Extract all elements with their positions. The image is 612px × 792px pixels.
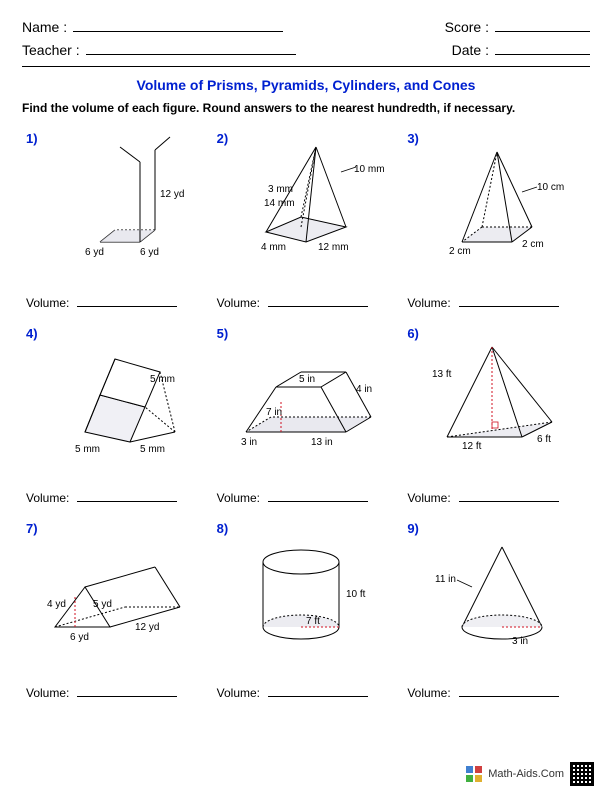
volume-label: Volume:	[217, 296, 260, 310]
volume-label: Volume:	[407, 686, 450, 700]
instruction: Find the volume of each figure. Round an…	[22, 101, 590, 115]
question-number: 8)	[217, 521, 229, 536]
figure-cone: 3 in 11 in	[427, 532, 567, 652]
answer-field[interactable]	[268, 295, 368, 307]
date-field[interactable]	[495, 41, 590, 55]
svg-text:7 ft: 7 ft	[306, 616, 320, 627]
problem-7: 7) 4 yd 6 yd 5 yd 12 yd Volume:	[22, 519, 209, 704]
svg-text:12 ft: 12 ft	[462, 441, 482, 452]
svg-text:4 in: 4 in	[356, 384, 372, 395]
figure-cylinder: 7 ft 10 ft	[236, 532, 376, 652]
question-number: 9)	[407, 521, 419, 536]
question-number: 2)	[217, 131, 229, 146]
footer: Math-Aids.Com	[466, 762, 594, 786]
svg-text:3 in: 3 in	[512, 636, 528, 647]
svg-text:7 in: 7 in	[266, 407, 282, 418]
svg-text:2 cm: 2 cm	[449, 246, 471, 257]
footer-site: Math-Aids.Com	[488, 768, 564, 780]
answer-field[interactable]	[459, 490, 559, 502]
volume-label: Volume:	[217, 686, 260, 700]
answer-field[interactable]	[77, 490, 177, 502]
question-number: 6)	[407, 326, 419, 341]
answer-field[interactable]	[459, 685, 559, 697]
volume-label: Volume:	[217, 491, 260, 505]
problem-3: 3) 2 cm 2 cm 10 cm Vol	[403, 129, 590, 314]
problem-5: 5) 3 in 7 in	[213, 324, 400, 509]
figure-pyramid: 12 ft 6 ft 13 ft	[422, 337, 572, 457]
volume-label: Volume:	[407, 296, 450, 310]
volume-label: Volume:	[26, 686, 69, 700]
problem-6: 6) 12 ft 6 ft 13 ft Volume:	[403, 324, 590, 509]
problem-9: 9) 3 in 11 in Volume:	[403, 519, 590, 704]
svg-text:6 yd: 6 yd	[85, 247, 104, 258]
question-number: 4)	[26, 326, 38, 341]
problem-4: 4) 5 mm 5 mm 5 mm Volume:	[22, 324, 209, 509]
svg-text:4 mm: 4 mm	[261, 242, 286, 253]
problem-2: 2) 3 mm 14 mm 4 mm 12 mm 10 mm Volu	[213, 129, 400, 314]
problem-1: 1) 6 yd 6 yd 12 yd Volume:	[22, 129, 209, 314]
volume-label: Volume:	[407, 491, 450, 505]
svg-text:5 yd: 5 yd	[93, 599, 112, 610]
svg-text:10 mm: 10 mm	[354, 164, 385, 175]
svg-text:12 yd: 12 yd	[160, 189, 184, 200]
figure-cube: 5 mm 5 mm 5 mm	[45, 337, 185, 457]
svg-text:6 yd: 6 yd	[70, 632, 89, 643]
svg-text:3 mm: 3 mm	[268, 184, 293, 195]
date-label: Date :	[452, 42, 489, 58]
svg-text:10 ft: 10 ft	[346, 589, 366, 600]
answer-field[interactable]	[268, 490, 368, 502]
svg-text:5 in: 5 in	[299, 374, 315, 385]
answer-field[interactable]	[77, 295, 177, 307]
svg-text:6 yd: 6 yd	[140, 247, 159, 258]
figure-pyramid: 3 mm 14 mm 4 mm 12 mm 10 mm	[226, 142, 386, 262]
svg-text:5 mm: 5 mm	[150, 374, 175, 385]
qr-icon	[570, 762, 594, 786]
svg-text:2 cm: 2 cm	[522, 239, 544, 250]
svg-text:13 in: 13 in	[311, 437, 333, 448]
svg-text:4 yd: 4 yd	[47, 599, 66, 610]
svg-text:12 yd: 12 yd	[135, 622, 159, 633]
score-field[interactable]	[495, 18, 590, 32]
figure-tri-prism: 4 yd 6 yd 5 yd 12 yd	[35, 532, 195, 652]
teacher-field[interactable]	[86, 41, 296, 55]
question-number: 7)	[26, 521, 38, 536]
name-label: Name :	[22, 19, 67, 35]
teacher-label: Teacher :	[22, 42, 80, 58]
header-divider	[22, 66, 590, 67]
svg-text:13 ft: 13 ft	[432, 369, 452, 380]
figure-prism: 6 yd 6 yd 12 yd	[45, 142, 185, 262]
svg-text:5 mm: 5 mm	[75, 444, 100, 455]
svg-text:5 mm: 5 mm	[140, 444, 165, 455]
volume-label: Volume:	[26, 491, 69, 505]
figure-trap-prism: 3 in 7 in 13 in 5 in 4 in	[221, 337, 391, 457]
svg-text:3 in: 3 in	[241, 437, 257, 448]
score-label: Score :	[445, 19, 489, 35]
figure-pyramid: 2 cm 2 cm 10 cm	[427, 142, 567, 262]
svg-text:6 ft: 6 ft	[537, 434, 551, 445]
svg-text:14 mm: 14 mm	[264, 198, 295, 209]
problem-8: 8) 7 ft 10 ft Volume:	[213, 519, 400, 704]
volume-label: Volume:	[26, 296, 69, 310]
answer-field[interactable]	[77, 685, 177, 697]
logo-icon	[466, 766, 482, 782]
question-number: 1)	[26, 131, 38, 146]
answer-field[interactable]	[459, 295, 559, 307]
question-number: 5)	[217, 326, 229, 341]
svg-text:12 mm: 12 mm	[318, 242, 349, 253]
svg-text:10 cm: 10 cm	[537, 182, 564, 193]
answer-field[interactable]	[268, 685, 368, 697]
worksheet-title: Volume of Prisms, Pyramids, Cylinders, a…	[22, 77, 590, 93]
svg-text:11 in: 11 in	[435, 574, 456, 585]
question-number: 3)	[407, 131, 419, 146]
name-field[interactable]	[73, 18, 283, 32]
